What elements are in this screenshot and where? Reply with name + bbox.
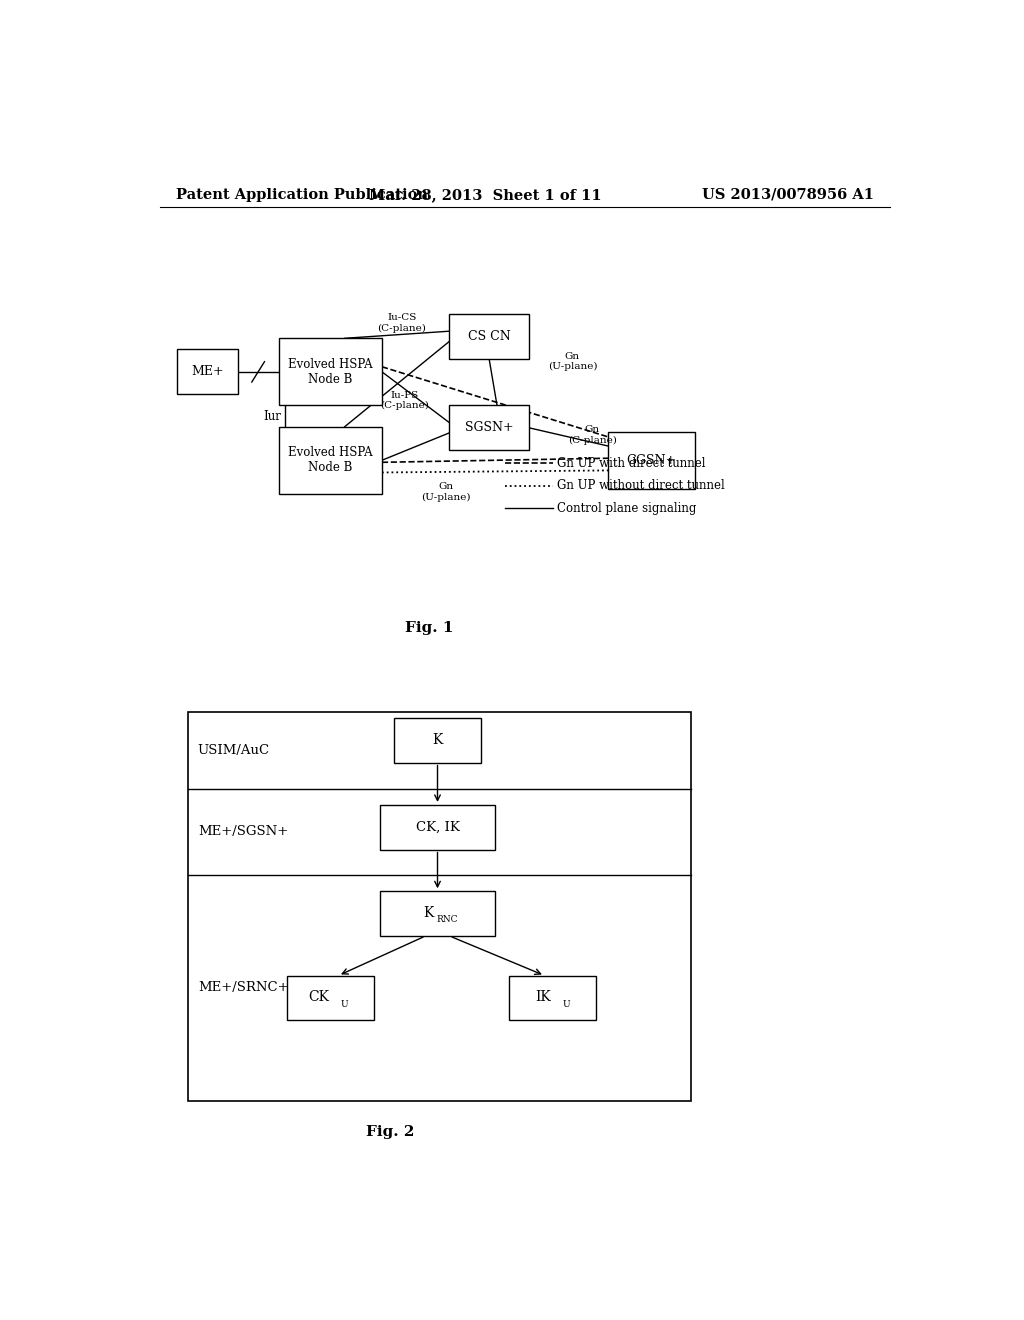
Bar [380, 891, 496, 936]
Text: U: U [563, 999, 570, 1008]
Text: Iu-PS
(C-plane): Iu-PS (C-plane) [380, 391, 429, 411]
Bar [394, 718, 481, 763]
Text: ME+/SGSN+: ME+/SGSN+ [198, 825, 288, 838]
Text: Control plane signaling: Control plane signaling [557, 502, 696, 515]
Bar [509, 975, 596, 1020]
Bar [450, 314, 528, 359]
Text: CS CN: CS CN [468, 330, 510, 343]
Bar [279, 426, 382, 494]
Text: CK, IK: CK, IK [416, 821, 460, 834]
Text: Fig. 2: Fig. 2 [366, 1125, 414, 1139]
Text: Mar. 28, 2013  Sheet 1 of 11: Mar. 28, 2013 Sheet 1 of 11 [369, 187, 601, 202]
Text: Gn UP with direct tunnel: Gn UP with direct tunnel [557, 457, 706, 470]
Text: USIM/AuC: USIM/AuC [198, 744, 270, 756]
Text: Gn
(U-plane): Gn (U-plane) [548, 352, 597, 371]
Text: Evolved HSPA
Node B: Evolved HSPA Node B [288, 446, 373, 474]
Text: ME+/SRNC+: ME+/SRNC+ [198, 981, 289, 994]
Text: CK: CK [308, 990, 329, 1005]
Text: SGSN+: SGSN+ [465, 421, 513, 434]
Text: K: K [423, 906, 433, 920]
Bar [187, 713, 691, 1101]
Text: Gn UP without direct tunnel: Gn UP without direct tunnel [557, 479, 724, 492]
Text: US 2013/0078956 A1: US 2013/0078956 A1 [702, 187, 873, 202]
Text: Fig. 1: Fig. 1 [406, 620, 454, 635]
Text: Patent Application Publication: Patent Application Publication [176, 187, 428, 202]
Bar [279, 338, 382, 405]
Text: Iur: Iur [263, 409, 282, 422]
Text: Gn
(C-plane): Gn (C-plane) [568, 425, 616, 445]
Text: GGSN+: GGSN+ [627, 454, 677, 467]
Text: Gn
(U-plane): Gn (U-plane) [421, 482, 470, 502]
Text: K: K [432, 734, 442, 747]
Bar [450, 405, 528, 450]
Text: IK: IK [536, 990, 551, 1005]
Text: ME+: ME+ [191, 366, 223, 379]
Text: U: U [341, 999, 348, 1008]
Bar [177, 350, 238, 395]
Bar [380, 805, 496, 850]
Bar [608, 432, 695, 488]
Text: Evolved HSPA
Node B: Evolved HSPA Node B [288, 358, 373, 385]
Text: Iu-CS
(C-plane): Iu-CS (C-plane) [378, 313, 426, 333]
Text: RNC: RNC [436, 915, 458, 924]
Bar [287, 975, 374, 1020]
